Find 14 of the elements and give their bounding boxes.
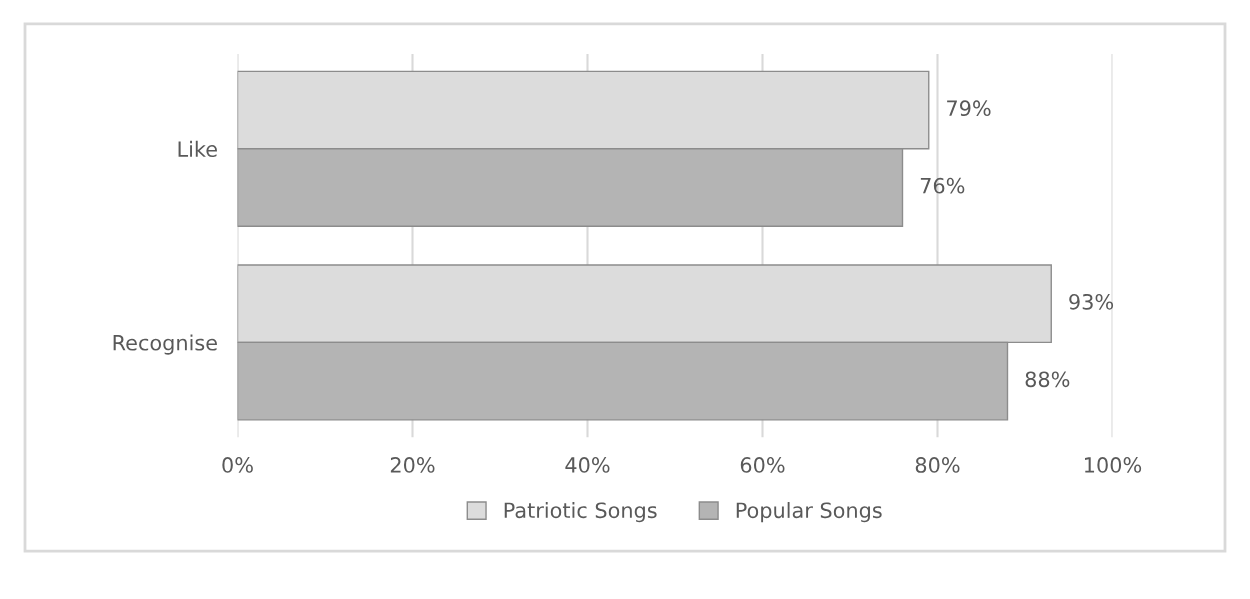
x-tick-label: 60% — [740, 457, 785, 473]
data-label: 76% — [920, 177, 965, 194]
data-label: 93% — [1069, 293, 1114, 310]
x-tick-label: 0% — [222, 457, 253, 473]
legend-label: Popular Songs — [736, 502, 882, 523]
y-tick-label: Recognise — [113, 334, 217, 355]
data-label: 88% — [1025, 371, 1070, 388]
data-label: 79% — [947, 100, 991, 117]
x-tick-label: 20% — [390, 457, 435, 473]
x-tick-label: 100% — [1085, 457, 1142, 473]
legend-label: Patriotic Songs — [504, 502, 657, 523]
x-tick-label: 40% — [565, 457, 610, 473]
y-tick-label: Like — [178, 140, 217, 157]
x-tick-label: 80% — [915, 457, 960, 473]
